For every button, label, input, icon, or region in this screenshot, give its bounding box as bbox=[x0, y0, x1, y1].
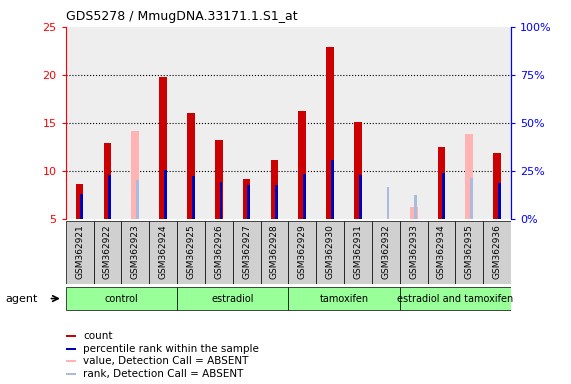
Bar bbox=[437, 147, 445, 219]
Text: value, Detection Call = ABSENT: value, Detection Call = ABSENT bbox=[83, 356, 249, 366]
Bar bbox=[470, 177, 473, 219]
Bar bbox=[81, 194, 83, 219]
Bar bbox=[465, 134, 473, 219]
Bar bbox=[275, 185, 278, 219]
Text: GSM362922: GSM362922 bbox=[103, 224, 112, 279]
Text: GSM362923: GSM362923 bbox=[131, 224, 140, 279]
Text: GSM362929: GSM362929 bbox=[297, 224, 307, 279]
Bar bbox=[372, 27, 400, 219]
Bar bbox=[192, 176, 195, 219]
Bar bbox=[303, 174, 306, 219]
Bar bbox=[288, 287, 400, 310]
Text: GSM362928: GSM362928 bbox=[270, 224, 279, 279]
Bar bbox=[326, 47, 334, 219]
Bar bbox=[428, 221, 456, 284]
Text: GSM362934: GSM362934 bbox=[437, 224, 446, 279]
Bar bbox=[354, 122, 362, 219]
Bar bbox=[271, 161, 278, 219]
Bar bbox=[359, 175, 361, 219]
Bar bbox=[299, 111, 306, 219]
Bar bbox=[66, 348, 77, 350]
Bar bbox=[372, 221, 400, 284]
Bar bbox=[247, 185, 250, 219]
Bar bbox=[159, 77, 167, 219]
Bar bbox=[415, 195, 417, 219]
Bar bbox=[149, 27, 177, 219]
Text: tamoxifen: tamoxifen bbox=[319, 293, 369, 304]
Bar bbox=[66, 287, 177, 310]
Bar bbox=[331, 161, 333, 219]
Text: GSM362930: GSM362930 bbox=[325, 224, 335, 279]
Bar bbox=[66, 27, 94, 219]
Bar bbox=[344, 221, 372, 284]
Bar bbox=[66, 360, 77, 362]
Text: estradiol: estradiol bbox=[211, 293, 254, 304]
Bar bbox=[483, 221, 511, 284]
Bar bbox=[66, 335, 77, 337]
Bar bbox=[456, 221, 483, 284]
Bar bbox=[136, 180, 139, 219]
Bar bbox=[483, 27, 511, 219]
Bar bbox=[215, 140, 223, 219]
Bar bbox=[220, 182, 222, 219]
Bar bbox=[131, 131, 139, 219]
Text: GSM362925: GSM362925 bbox=[186, 224, 195, 279]
Text: agent: agent bbox=[6, 293, 38, 304]
Bar bbox=[233, 221, 260, 284]
Bar bbox=[149, 221, 177, 284]
Bar bbox=[164, 170, 167, 219]
Text: GSM362933: GSM362933 bbox=[409, 224, 418, 279]
Bar bbox=[344, 27, 372, 219]
Bar bbox=[400, 221, 428, 284]
Bar bbox=[177, 27, 205, 219]
Text: control: control bbox=[104, 293, 138, 304]
Bar bbox=[122, 221, 149, 284]
Text: GSM362931: GSM362931 bbox=[353, 224, 363, 279]
Bar bbox=[493, 152, 501, 219]
Text: GSM362935: GSM362935 bbox=[465, 224, 474, 279]
Text: GSM362932: GSM362932 bbox=[381, 224, 391, 279]
Bar bbox=[400, 27, 428, 219]
Bar bbox=[103, 143, 111, 219]
Bar bbox=[456, 27, 483, 219]
Bar bbox=[243, 179, 251, 219]
Bar bbox=[94, 27, 122, 219]
Bar bbox=[443, 173, 445, 219]
Bar bbox=[66, 221, 94, 284]
Bar bbox=[316, 27, 344, 219]
Bar bbox=[260, 27, 288, 219]
Text: percentile rank within the sample: percentile rank within the sample bbox=[83, 344, 259, 354]
Bar bbox=[400, 287, 511, 310]
Bar bbox=[66, 372, 77, 375]
Bar bbox=[187, 113, 195, 219]
Bar bbox=[316, 221, 344, 284]
Bar bbox=[177, 287, 288, 310]
Text: GSM362927: GSM362927 bbox=[242, 224, 251, 279]
Text: GSM362924: GSM362924 bbox=[159, 224, 168, 279]
Bar bbox=[233, 27, 260, 219]
Bar bbox=[205, 221, 233, 284]
Bar bbox=[498, 184, 501, 219]
Text: GSM362921: GSM362921 bbox=[75, 224, 84, 279]
Bar bbox=[428, 27, 456, 219]
Text: rank, Detection Call = ABSENT: rank, Detection Call = ABSENT bbox=[83, 369, 244, 379]
Text: estradiol and tamoxifen: estradiol and tamoxifen bbox=[397, 293, 513, 304]
Bar bbox=[205, 27, 233, 219]
Bar bbox=[94, 221, 122, 284]
Bar bbox=[288, 221, 316, 284]
Text: GSM362936: GSM362936 bbox=[493, 224, 502, 279]
Text: GDS5278 / MmugDNA.33171.1.S1_at: GDS5278 / MmugDNA.33171.1.S1_at bbox=[66, 10, 297, 23]
Bar bbox=[410, 207, 417, 219]
Bar bbox=[177, 221, 205, 284]
Text: count: count bbox=[83, 331, 113, 341]
Text: GSM362926: GSM362926 bbox=[214, 224, 223, 279]
Bar bbox=[122, 27, 149, 219]
Bar bbox=[76, 184, 83, 219]
Bar bbox=[260, 221, 288, 284]
Bar bbox=[387, 187, 389, 219]
Bar bbox=[108, 175, 111, 219]
Bar bbox=[288, 27, 316, 219]
